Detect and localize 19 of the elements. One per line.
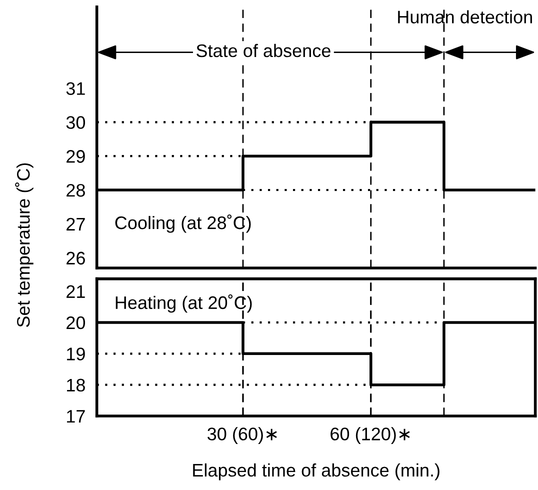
y-tick-label: 31 — [66, 82, 85, 95]
y-tick-label: 20 — [66, 316, 86, 330]
y-tick-label: 29 — [66, 150, 85, 163]
y-tick-label: 17 — [67, 410, 85, 423]
annotation: Human detection — [398, 10, 532, 24]
y-tick-label: 18 — [67, 378, 85, 392]
y-tick-label: 26 — [66, 252, 85, 265]
annotation: Cooling (at 28˚C) — [115, 214, 251, 233]
y-tick-label: 21 — [66, 285, 85, 298]
x-tick-label: 30 (60)∗ — [208, 427, 277, 444]
annotation: State of absence — [196, 44, 330, 58]
x-tick-label: 60 (120)∗ — [330, 427, 410, 444]
y-axis-title: Set temperature (˚C) — [15, 163, 34, 327]
annotation: Heating (at 20˚C) — [116, 294, 252, 313]
y-tick-label: 27 — [66, 218, 85, 230]
y-tick-label: 28 — [66, 184, 85, 197]
x-axis-title: Elapsed time of absence (min.) — [193, 463, 440, 480]
y-tick-label: 30 — [66, 116, 86, 129]
y-tick-label: 19 — [67, 348, 85, 360]
